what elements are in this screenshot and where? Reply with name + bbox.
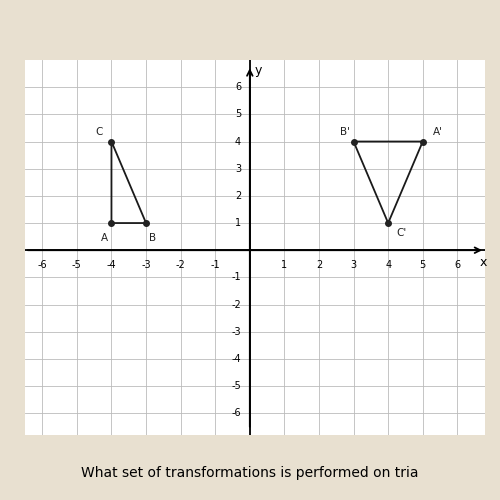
Text: C: C	[96, 128, 103, 138]
Text: -1: -1	[210, 260, 220, 270]
Text: -6: -6	[38, 260, 47, 270]
Text: 4: 4	[385, 260, 391, 270]
Text: -5: -5	[232, 381, 241, 391]
Text: -5: -5	[72, 260, 82, 270]
Text: 6: 6	[454, 260, 460, 270]
Text: -2: -2	[232, 300, 241, 310]
Text: -2: -2	[176, 260, 186, 270]
Text: -3: -3	[141, 260, 151, 270]
Text: y: y	[255, 64, 262, 78]
Text: What set of transformations is performed on tria: What set of transformations is performed…	[81, 466, 419, 480]
Text: 3: 3	[350, 260, 356, 270]
Text: -4: -4	[106, 260, 117, 270]
Text: 1: 1	[235, 218, 241, 228]
Text: 2: 2	[235, 191, 241, 201]
Text: B': B'	[340, 128, 350, 138]
Text: 5: 5	[235, 110, 241, 120]
Text: -3: -3	[232, 326, 241, 336]
Text: -4: -4	[232, 354, 241, 364]
Text: 6: 6	[235, 82, 241, 92]
Text: 4: 4	[235, 136, 241, 146]
Text: -6: -6	[232, 408, 241, 418]
Text: A: A	[101, 232, 108, 242]
Text: 3: 3	[235, 164, 241, 173]
Text: C': C'	[397, 228, 407, 238]
Text: B: B	[150, 232, 156, 242]
Text: 2: 2	[316, 260, 322, 270]
Text: 1: 1	[282, 260, 288, 270]
Text: x: x	[480, 256, 487, 269]
Text: A': A'	[433, 128, 443, 138]
Text: -1: -1	[232, 272, 241, 282]
Text: 5: 5	[420, 260, 426, 270]
